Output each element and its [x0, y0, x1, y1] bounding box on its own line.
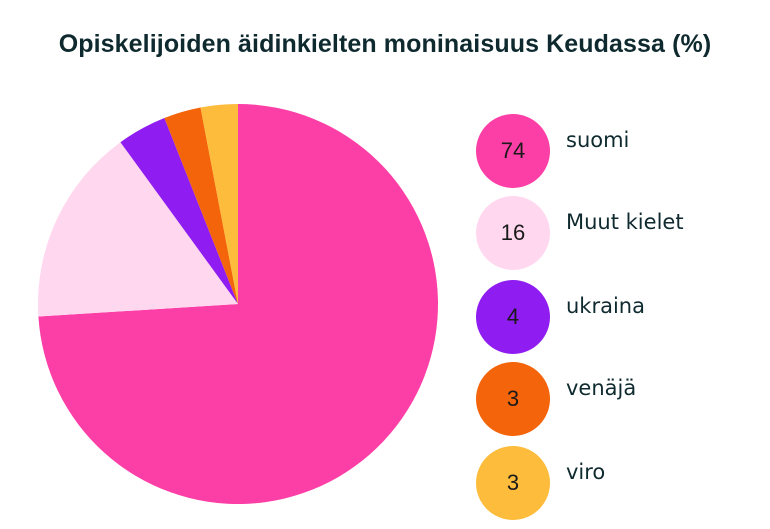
legend-item: 74 suomi [476, 114, 766, 188]
legend-label: suomi [566, 128, 630, 152]
legend-value-badge: 74 [476, 114, 550, 188]
chart-title: Opiskelijoiden äidinkielten moninaisuus … [58, 30, 712, 58]
pie-slice-0 [38, 104, 438, 504]
legend-item: 4 ukraina [476, 280, 766, 354]
legend-item: 3 venäjä [476, 362, 766, 436]
legend-label: viro [566, 460, 606, 484]
pie-slice-2 [120, 118, 238, 304]
legend-label: venäjä [566, 376, 637, 400]
legend-value-badge: 3 [476, 446, 550, 520]
legend-label: Muut kielet [566, 210, 684, 234]
legend-item: 3 viro [476, 446, 766, 520]
legend-label: ukraina [566, 294, 645, 318]
pie-slice-1 [37, 142, 238, 317]
pie-slice-3 [164, 107, 238, 304]
legend-item: 16 Muut kielet [476, 196, 766, 270]
legend-value-badge: 3 [476, 362, 550, 436]
legend-value-badge: 16 [476, 196, 550, 270]
legend-value-badge: 4 [476, 280, 550, 354]
pie-slice-4 [200, 103, 238, 304]
